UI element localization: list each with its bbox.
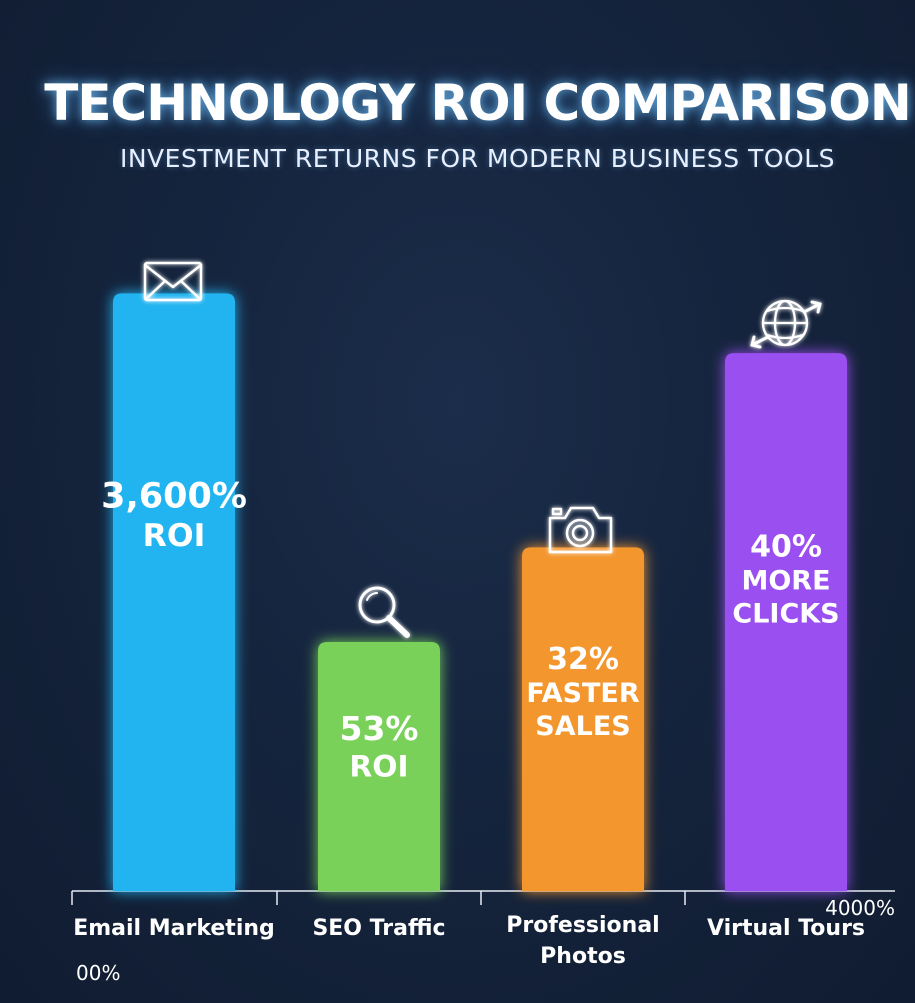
bar-virtual-tours bbox=[725, 353, 847, 891]
data-label-email-marketing: 3,600% ROI bbox=[101, 477, 247, 554]
bar-professional-photos bbox=[522, 547, 644, 891]
bar-email-marketing bbox=[113, 293, 235, 891]
data-label-professional-photos: 32% FASTER SALES bbox=[526, 642, 640, 742]
x-tick-label-email-marketing: Email Marketing bbox=[73, 916, 275, 941]
x-tick-label-virtual-tours: Virtual Tours bbox=[707, 916, 865, 941]
x-tick-label-professional-photos: Professional Photos bbox=[506, 913, 659, 969]
chart-title: TECHNOLOGY ROI COMPARISON bbox=[44, 74, 911, 132]
camera-icon bbox=[548, 506, 613, 554]
x-tick-label-seo-traffic: SEO Traffic bbox=[312, 916, 445, 941]
globe-icon bbox=[750, 299, 822, 349]
chart-subtitle: INVESTMENT RETURNS FOR MODERN BUSINESS T… bbox=[119, 144, 835, 173]
y-tick-label: 4000% bbox=[825, 896, 895, 920]
envelope-icon bbox=[143, 261, 203, 302]
magnifier-icon bbox=[358, 586, 410, 638]
data-label-virtual-tours: 40% MORE CLICKS bbox=[732, 530, 839, 630]
bar-seo-traffic bbox=[318, 642, 440, 891]
y-tick-label: 00% bbox=[76, 961, 120, 985]
data-label-seo-traffic: 53% ROI bbox=[340, 709, 419, 784]
